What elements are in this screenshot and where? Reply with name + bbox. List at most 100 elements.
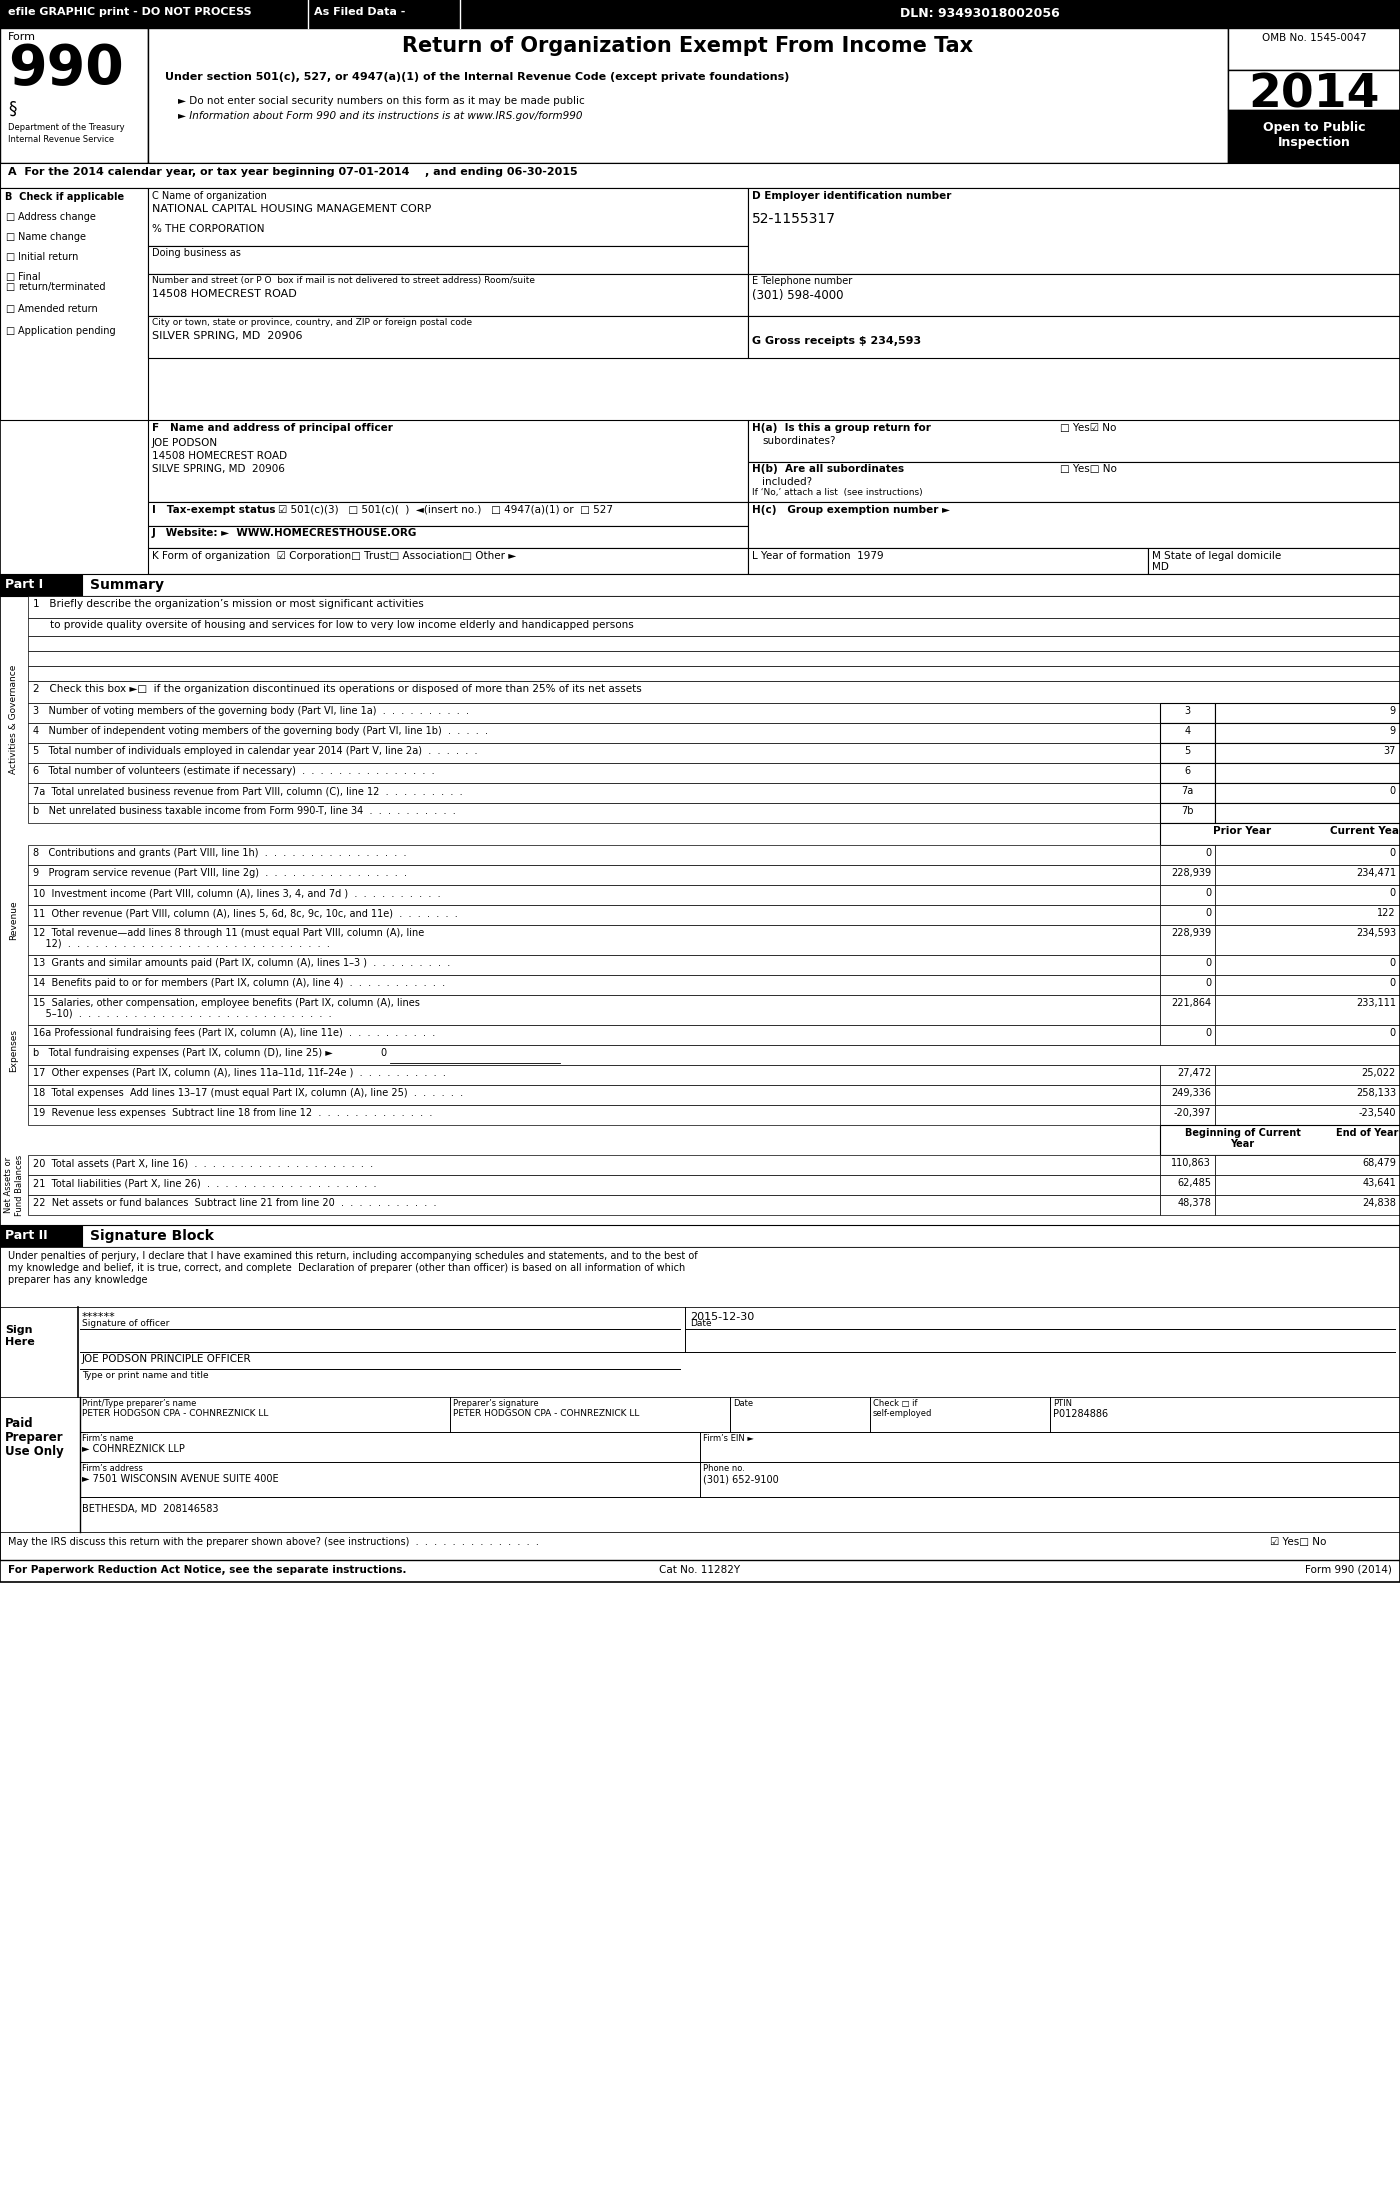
Bar [1215,1066,1400,1086]
Bar [28,637,1400,650]
Text: Prior Year: Prior Year [1214,825,1271,836]
Text: 0: 0 [1390,889,1396,897]
Bar [28,784,1161,803]
Bar [1215,904,1400,926]
Bar [0,28,148,162]
Bar [1161,803,1215,823]
Text: Date: Date [734,1399,753,1408]
Bar [1161,996,1215,1024]
Text: G Gross receipts $ 234,593: G Gross receipts $ 234,593 [752,335,921,346]
Text: Use Only: Use Only [6,1445,64,1458]
Bar [28,1086,1161,1105]
Bar [1161,764,1215,784]
Bar [0,0,1400,28]
Text: □: □ [6,304,14,313]
Bar [28,764,1161,784]
Text: 37: 37 [1383,746,1396,755]
Bar [83,574,1400,595]
Text: 48,378: 48,378 [1177,1197,1211,1208]
Bar [1161,1175,1215,1195]
Text: □: □ [6,326,14,335]
Text: Revenue: Revenue [10,900,18,939]
Text: 24,838: 24,838 [1362,1197,1396,1208]
Text: Doing business as: Doing business as [153,247,241,258]
Text: 11  Other revenue (Part VIII, column (A), lines 5, 6d, 8c, 9c, 10c, and 11e)  . : 11 Other revenue (Part VIII, column (A),… [34,908,458,917]
Bar [28,1024,1161,1044]
Text: OMB No. 1545-0047: OMB No. 1545-0047 [1261,33,1366,44]
Text: Internal Revenue Service: Internal Revenue Service [8,136,115,144]
Bar [1161,904,1215,926]
Bar [1161,703,1215,722]
Bar [28,904,1161,926]
Text: 12  Total revenue—add lines 8 through 11 (must equal Part VIII, column (A), line: 12 Total revenue—add lines 8 through 11 … [34,928,424,939]
Bar [1161,1105,1215,1125]
Bar [1215,1086,1400,1105]
Bar [28,926,1161,954]
Text: Signature Block: Signature Block [90,1228,214,1243]
Bar [1228,28,1400,70]
Text: 20  Total assets (Part X, line 16)  .  .  .  .  .  .  .  .  .  .  .  .  .  .  . : 20 Total assets (Part X, line 16) . . . … [34,1158,374,1169]
Bar [1215,1195,1400,1215]
Text: 4   Number of independent voting members of the governing body (Part VI, line 1b: 4 Number of independent voting members o… [34,727,489,736]
Text: 234,471: 234,471 [1355,869,1396,878]
Bar [1215,954,1400,974]
Bar [0,1532,1400,1561]
Bar [148,315,748,359]
Bar [1161,884,1215,904]
Bar [1161,926,1215,954]
Text: 9: 9 [1390,707,1396,716]
Text: 15  Salaries, other compensation, employee benefits (Part IX, column (A), lines: 15 Salaries, other compensation, employe… [34,998,420,1007]
Text: 0: 0 [1205,978,1211,987]
Text: 22  Net assets or fund balances  Subtract line 21 from line 20  .  .  .  .  .  .: 22 Net assets or fund balances Subtract … [34,1197,437,1208]
Text: ► Information about Form 990 and its instructions is at www.IRS.gov/form990: ► Information about Form 990 and its ins… [178,112,582,120]
Bar [1215,1024,1400,1044]
Text: □: □ [6,252,14,263]
Text: 221,864: 221,864 [1170,998,1211,1007]
Bar [1148,547,1400,574]
Bar [1161,1086,1215,1105]
Text: SILVE SPRING, MD  20906: SILVE SPRING, MD 20906 [153,464,284,475]
Bar [28,650,1400,665]
Bar [1161,742,1215,764]
Text: ☑ Yes□ No: ☑ Yes□ No [1270,1537,1326,1548]
Text: Part I: Part I [6,578,43,591]
Text: ► COHNREZNICK LLP: ► COHNREZNICK LLP [83,1445,185,1453]
Text: Paid: Paid [6,1416,34,1429]
Bar [28,845,1161,865]
Text: Under penalties of perjury, I declare that I have examined this return, includin: Under penalties of perjury, I declare th… [8,1250,697,1261]
Bar [1215,784,1400,803]
Text: (301) 598-4000: (301) 598-4000 [752,289,843,302]
Bar [1215,803,1400,823]
Text: 13  Grants and similar amounts paid (Part IX, column (A), lines 1–3 )  .  .  .  : 13 Grants and similar amounts paid (Part… [34,959,451,968]
Text: ******: ****** [83,1311,116,1322]
Text: BETHESDA, MD  208146583: BETHESDA, MD 208146583 [83,1504,218,1515]
Text: Beginning of Current: Beginning of Current [1184,1127,1301,1138]
Text: -23,540: -23,540 [1358,1108,1396,1119]
Text: 8   Contributions and grants (Part VIII, line 1h)  .  .  .  .  .  .  .  .  .  . : 8 Contributions and grants (Part VIII, l… [34,847,406,858]
Bar [28,1105,1161,1125]
Text: Phone no.: Phone no. [703,1464,745,1473]
Text: Current Year: Current Year [1330,825,1400,836]
Text: 110,863: 110,863 [1172,1158,1211,1169]
Text: Here: Here [6,1337,35,1346]
Text: 5–10)  .  .  .  .  .  .  .  .  .  .  .  .  .  .  .  .  .  .  .  .  .  .  .  .  .: 5–10) . . . . . . . . . . . . . . . . . … [34,1007,332,1018]
Text: Form 990 (2014): Form 990 (2014) [1305,1565,1392,1576]
Text: 0: 0 [1205,908,1211,917]
Bar [28,1066,1161,1086]
Text: Initial return: Initial return [18,252,78,263]
Bar [1215,865,1400,884]
Text: F   Name and address of principal officer: F Name and address of principal officer [153,422,393,433]
Text: 9: 9 [1390,727,1396,736]
Bar [28,703,1161,722]
Text: 19  Revenue less expenses  Subtract line 18 from line 12  .  .  .  .  .  .  .  .: 19 Revenue less expenses Subtract line 1… [34,1108,433,1119]
Text: JOE PODSON: JOE PODSON [153,438,218,449]
Text: JOE PODSON PRINCIPLE OFFICER: JOE PODSON PRINCIPLE OFFICER [83,1355,252,1364]
Bar [1215,703,1400,722]
Bar [148,525,748,547]
Text: 2015-12-30: 2015-12-30 [690,1311,755,1322]
Text: P01284886: P01284886 [1053,1410,1109,1418]
Text: Name change: Name change [18,232,85,243]
Text: 0: 0 [379,1049,386,1057]
Text: 6   Total number of volunteers (estimate if necessary)  .  .  .  .  .  .  .  .  : 6 Total number of volunteers (estimate i… [34,766,434,775]
Text: to provide quality oversite of housing and services for low to very low income e: to provide quality oversite of housing a… [50,619,634,630]
